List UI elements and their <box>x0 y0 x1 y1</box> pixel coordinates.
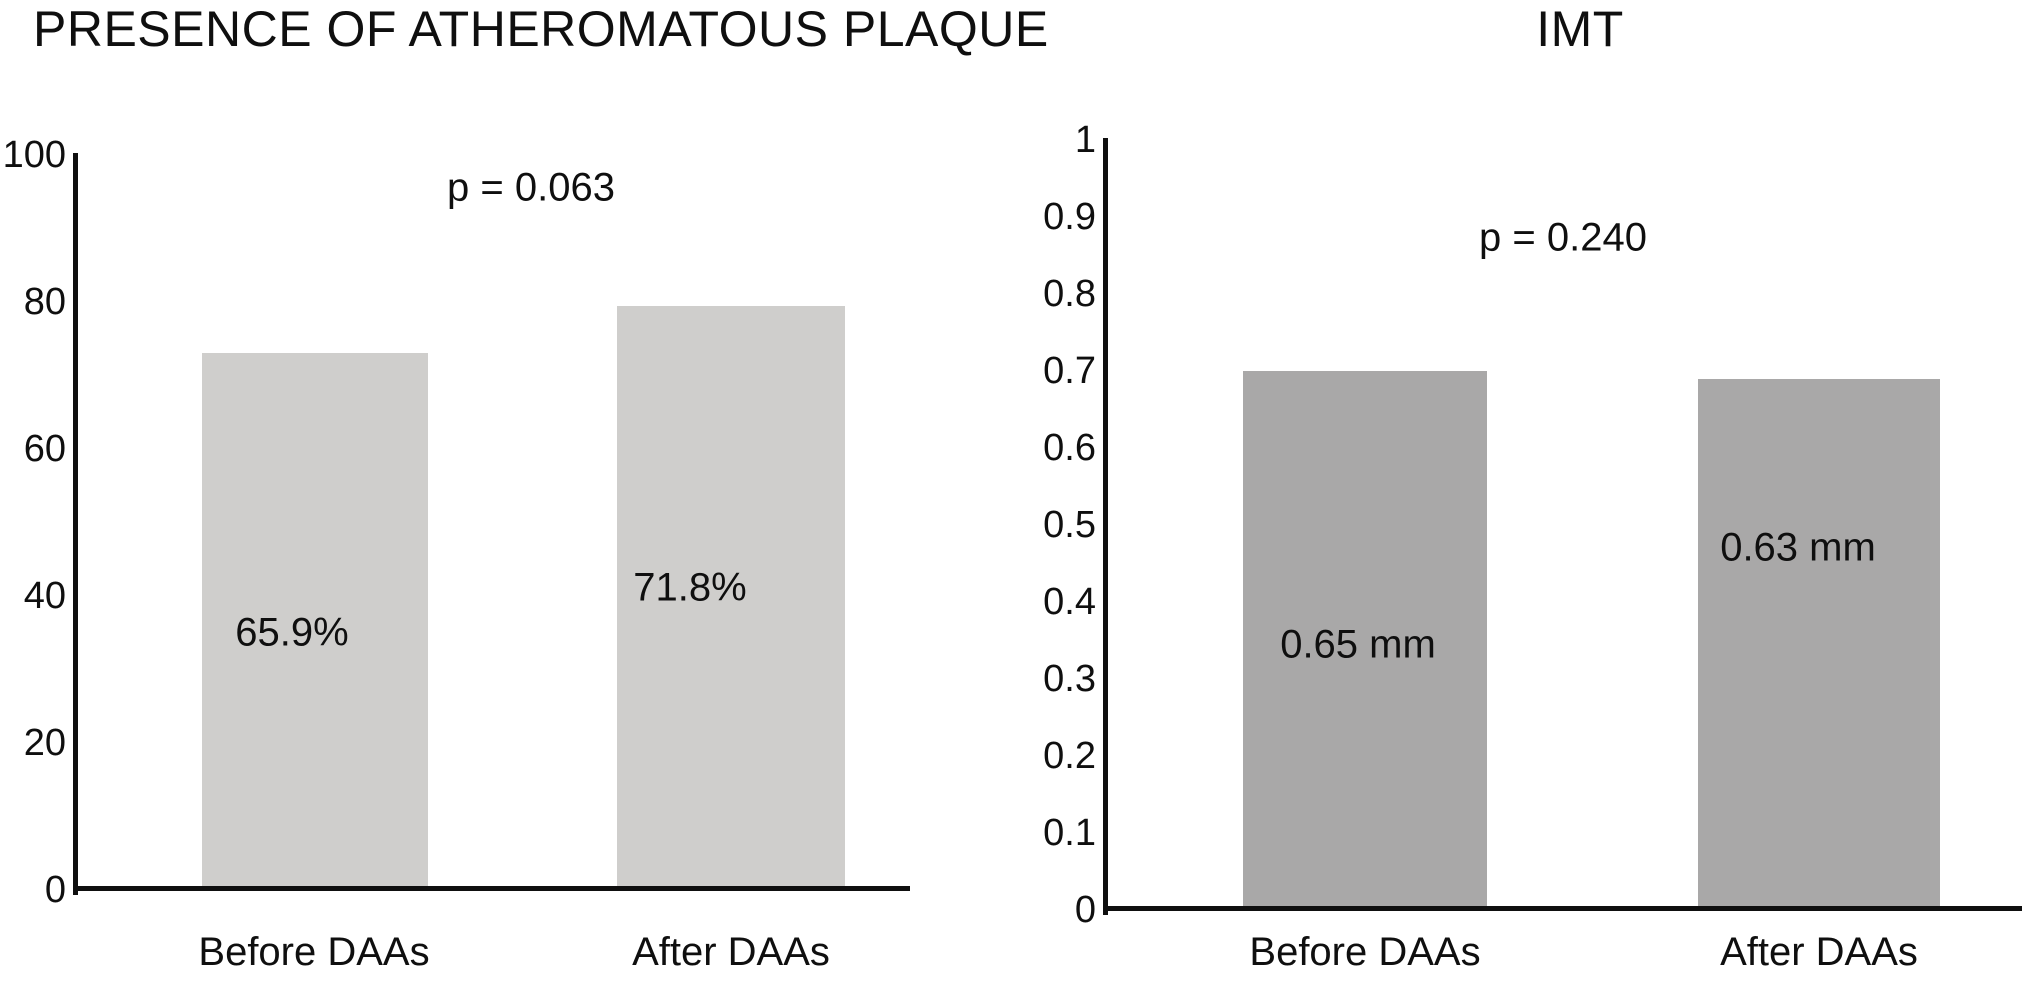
y-tick-label: 0.8 <box>1043 273 1096 315</box>
y-axis-line <box>1103 138 1108 915</box>
y-tick-label: 0.7 <box>1043 350 1096 392</box>
chart-title-imt: IMT <box>1536 1 1624 57</box>
y-tick-label: 0 <box>1074 889 1096 931</box>
y-tick-label: 1 <box>1074 119 1096 161</box>
y-tick-label: 40 <box>23 575 66 617</box>
bar <box>202 353 428 890</box>
bar-value-label: 71.8% <box>633 565 747 610</box>
y-tick-label: 0.4 <box>1043 581 1096 623</box>
y-tick-label: 0.2 <box>1043 735 1096 777</box>
y-tick-label: 0.1 <box>1043 812 1096 854</box>
category-label: After DAAs <box>632 930 830 974</box>
y-tick-label: 0.3 <box>1043 658 1096 700</box>
y-tick-label: 100 <box>2 134 66 176</box>
bar <box>1698 379 1940 910</box>
category-label: Before DAAs <box>1249 930 1481 974</box>
bar-value-label: 65.9% <box>235 610 349 655</box>
p-value-annotation-plaque: p = 0.063 <box>447 165 615 210</box>
bar-value-label: 0.65 mm <box>1280 622 1436 667</box>
chart-title-plaque: PRESENCE OF ATHEROMATOUS PLAQUE <box>33 1 1049 57</box>
x-axis-line <box>1103 906 2022 911</box>
bar <box>617 306 845 890</box>
y-tick-label: 20 <box>23 722 66 764</box>
p-value-annotation-imt: p = 0.240 <box>1479 215 1647 260</box>
y-tick-label: 0.9 <box>1043 196 1096 238</box>
category-label: Before DAAs <box>198 930 430 974</box>
y-tick-label: 0.6 <box>1043 427 1096 469</box>
y-tick-label: 80 <box>23 281 66 323</box>
category-label: After DAAs <box>1720 930 1918 974</box>
y-tick-label: 0.5 <box>1043 504 1096 546</box>
x-axis-line <box>73 886 910 891</box>
y-tick-label: 60 <box>23 428 66 470</box>
bar <box>1243 371 1487 910</box>
y-tick-label: 0 <box>44 869 66 911</box>
bar-value-label: 0.63 mm <box>1720 525 1876 570</box>
y-axis-line <box>73 153 78 895</box>
